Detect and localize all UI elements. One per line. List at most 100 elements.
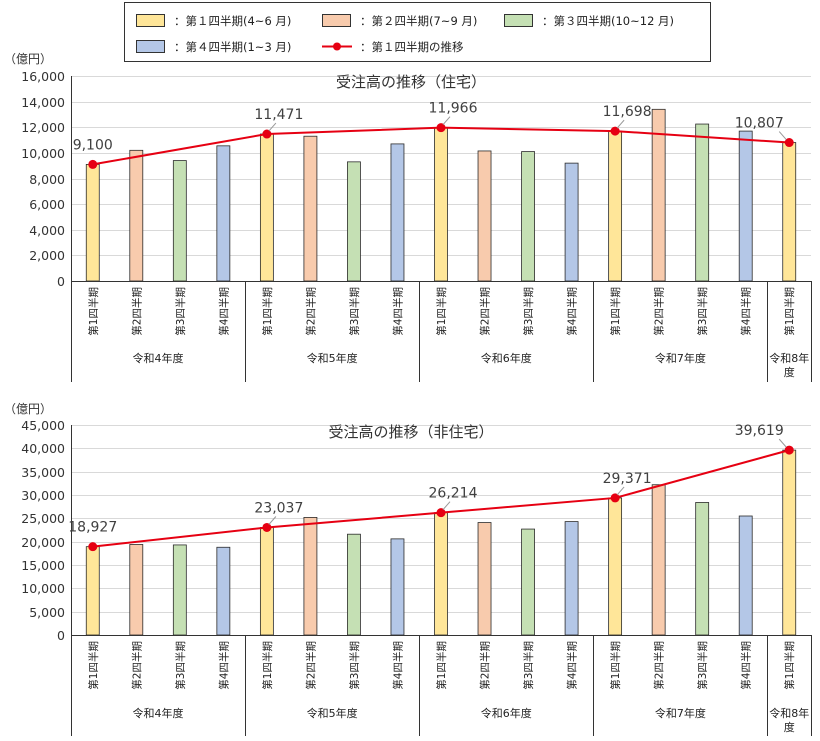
x-tick-label: 第1四半期	[87, 287, 100, 336]
legend-item: ：第１四半期の推移	[322, 40, 464, 54]
label-leader	[442, 116, 451, 126]
x-tick-label: 第2四半期	[304, 287, 317, 336]
legend: ：第１四半期(4~6 月) ：第２四半期(7~9 月) ：第３四半期(10~12 月…	[124, 2, 711, 62]
bar	[303, 517, 318, 636]
bar	[434, 127, 448, 282]
bar	[172, 544, 187, 636]
trend-marker	[610, 493, 620, 503]
bar	[85, 546, 100, 636]
trend-marker	[436, 123, 446, 133]
chart-title: 受注高の推移（住宅）	[336, 73, 486, 91]
bar	[695, 123, 710, 282]
bar	[782, 142, 797, 282]
bar	[390, 538, 405, 636]
group-label: 令和6年度	[481, 706, 532, 720]
x-tick-label: 第1四半期	[783, 287, 796, 336]
trend-data-label: 11,966	[429, 101, 478, 117]
group-label-wrap: 度	[784, 365, 795, 379]
legend-marker	[333, 42, 341, 51]
trend-data-label: 29,371	[603, 471, 652, 487]
x-tick-label: 第4四半期	[391, 641, 404, 690]
bar	[738, 515, 753, 636]
legend-item: ：第３四半期(10~12 月)	[504, 14, 674, 28]
x-tick-label: 第1四半期	[261, 641, 274, 690]
group-label: 令和5年度	[307, 706, 358, 720]
y-tick-label: 14,000	[21, 95, 65, 110]
legend-item: ：第１四半期(4~6 月)	[136, 14, 291, 28]
bar	[477, 150, 492, 282]
group-label: 令和8年	[769, 706, 809, 720]
trend-data-label: 18,927	[68, 520, 117, 536]
bar	[434, 512, 448, 636]
y-tick-label: 35,000	[21, 465, 65, 480]
y-tick-label: 20,000	[21, 535, 65, 550]
x-tick-label: 第3四半期	[348, 641, 361, 690]
legend-item: ：第４四半期(1~3 月)	[136, 40, 291, 54]
x-tick-label: 第3四半期	[522, 287, 535, 336]
legend-swatch	[504, 14, 533, 27]
bar	[259, 527, 274, 636]
trend-marker	[784, 138, 794, 148]
x-tick-label: 第1四半期	[435, 287, 448, 336]
bar	[129, 544, 144, 636]
group-label: 令和4年度	[133, 351, 184, 365]
x-tick-label: 第3四半期	[348, 287, 361, 336]
bar	[651, 484, 666, 636]
x-tick-label: 第4四半期	[566, 287, 579, 336]
trend-data-label: 39,619	[735, 423, 784, 439]
housing-chart: 0 2,000 4,000 6,000 8,000 10,000 12,000 14,000 1…	[4, 52, 812, 382]
trend-data-label: 11,698	[603, 104, 652, 120]
x-tick-label: 第3四半期	[174, 287, 187, 336]
x-tick-label: 第3四半期	[696, 641, 709, 690]
trend-data-label: 23,037	[254, 500, 303, 516]
x-tick-label: 第2四半期	[479, 641, 492, 690]
x-tick-label: 第1四半期	[87, 641, 100, 690]
trend-marker	[784, 445, 794, 455]
x-tick-label: 第2四半期	[653, 641, 666, 690]
bar	[782, 449, 797, 636]
y-tick-label: 40,000	[21, 441, 65, 456]
group-label: 令和5年度	[307, 351, 358, 365]
trend-data-label: 10,807	[735, 116, 784, 132]
x-tick-label: 第2四半期	[479, 287, 492, 336]
non-housing-chart: 0 5,000 10,000 15,000 20,000 25,000 30,000 35,0…	[4, 402, 812, 736]
chart-title: 受注高の推移（非住宅）	[328, 423, 493, 441]
y-tick-label: 45,000	[21, 418, 65, 433]
x-tick-label: 第1四半期	[261, 287, 274, 336]
trend-data-label: 11,471	[254, 107, 303, 123]
x-tick-label: 第1四半期	[783, 641, 796, 690]
bar	[129, 149, 144, 282]
legend-label: ：第４四半期(1~3 月)	[174, 40, 291, 54]
x-tick-label: 第4四半期	[391, 287, 404, 336]
legend-swatch	[136, 40, 165, 53]
group-label-wrap: 度	[784, 720, 795, 734]
x-tick-label: 第4四半期	[566, 641, 579, 690]
bar	[390, 143, 405, 282]
x-tick-label: 第4四半期	[740, 287, 753, 336]
label-leader	[616, 119, 625, 129]
label-leader	[778, 438, 787, 448]
x-tick-label: 第3四半期	[696, 287, 709, 336]
x-tick-label: 第1四半期	[609, 287, 622, 336]
bar	[216, 145, 231, 282]
y-tick-label: 10,000	[21, 146, 65, 161]
label-leader	[778, 131, 787, 140]
y-tick-label: 12,000	[21, 120, 65, 135]
trend-data-label: 9,100	[73, 137, 113, 153]
bar	[564, 162, 579, 282]
x-tick-label: 第4四半期	[740, 641, 753, 690]
x-tick-label: 第2四半期	[130, 287, 143, 336]
bar	[608, 130, 623, 282]
y-tick-label: 0	[57, 274, 65, 289]
legend-label: ：第２四半期(7~9 月)	[360, 14, 477, 28]
trend-marker	[436, 508, 446, 518]
y-tick-label: 10,000	[21, 581, 65, 596]
y-tick-label: 30,000	[21, 488, 65, 503]
label-leader	[616, 486, 625, 496]
legend-frame	[124, 2, 711, 62]
y-tick-label: 0	[57, 628, 65, 643]
group-label: 令和7年度	[655, 351, 706, 365]
trend-data-label: 26,214	[429, 486, 478, 502]
x-tick-label: 第3四半期	[174, 641, 187, 690]
